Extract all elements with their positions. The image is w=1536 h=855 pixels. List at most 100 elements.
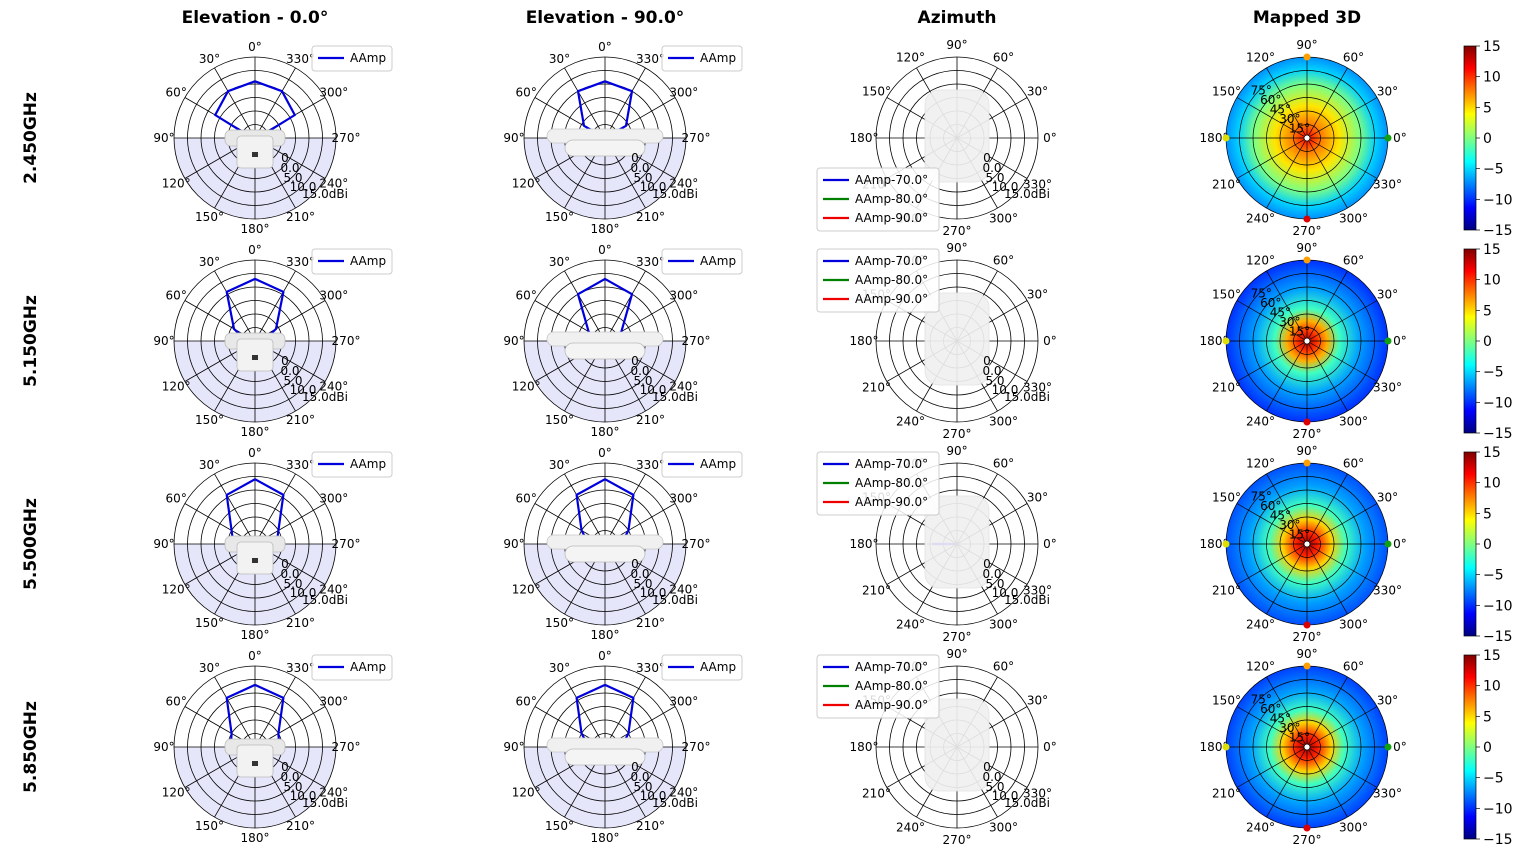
angle-tick-label: 150° [1212,85,1241,99]
angle-tick-label: 180° [1200,334,1229,348]
angle-tick-label: 240° [669,786,698,800]
angle-tick-label: 0° [598,243,612,257]
device-image [924,495,990,589]
device-image [252,355,258,360]
grid-spoke [1236,706,1308,748]
radial-tick-label: 15.0dBi [1004,796,1050,810]
legend-box [661,451,743,478]
marker-dot [1222,540,1230,548]
colorbar-tick-label: 15 [1483,39,1501,55]
legend-label: AAmp [350,51,386,65]
device-image [924,292,990,386]
marker-dot [1384,743,1392,751]
angle-tick-label: 60° [166,492,187,506]
angle-tick-label: 90° [153,740,174,754]
angle-tick-label: 120° [1246,51,1275,65]
grid-spoke [1306,97,1378,139]
elevation-ring-label: 45° [1270,711,1291,725]
angle-tick-label: 300° [1339,415,1368,429]
grid-spoke [1266,473,1308,545]
radial-tick-label: 15.0dBi [1004,593,1050,607]
grid-spoke [1306,746,1378,788]
column-title: Elevation - 90.0° [526,8,685,28]
angle-tick-label: 330° [1373,381,1402,395]
angle-tick-label: 30° [1377,694,1398,708]
legend-box [661,248,743,275]
elevation-ring-label: 75° [1251,692,1272,706]
angle-tick-label: 150° [1212,694,1241,708]
grid-spoke [1236,137,1308,179]
radial-tick-label: 0 [983,557,991,571]
angle-tick-label: 60° [993,660,1014,674]
angle-tick-label: 270° [1293,833,1322,847]
radial-tick-label: 15.0dBi [652,796,698,810]
angle-tick-label: 90° [153,334,174,348]
angle-tick-label: 240° [319,380,348,394]
grid-spoke [1306,270,1348,342]
grid-spoke [1306,340,1348,412]
angle-tick-label: 0° [1043,131,1057,145]
colorbar: 15 10 5 0 −5 −10 −15 [1463,648,1513,848]
angle-tick-label: 30° [1027,85,1048,99]
angle-tick-label: 180° [1200,537,1229,551]
grid-spoke [254,473,296,545]
legend-box [816,167,940,232]
angle-tick-label: 120° [512,177,541,191]
radial-tick-label: 0.0 [982,364,1001,378]
center-dot [1303,337,1311,345]
radial-tick-label: 10.0 [290,586,317,600]
angle-tick-label: 300° [669,695,698,709]
grid-spoke [1306,340,1378,382]
elevation-ring-label: 15° [1289,325,1310,339]
elevation-ring-label: 60° [1260,93,1281,107]
colorbar-tick-label: −5 [1483,162,1504,178]
elevation-ring-label: 75° [1251,286,1272,300]
angle-tick-label: 210° [862,787,891,801]
legend-label: AAmp [700,660,736,674]
grid-spoke [1306,137,1348,209]
radial-tick-label: 5.0 [985,577,1004,591]
angle-tick-label: 0° [248,243,262,257]
colorbar-tick-label: 0 [1483,537,1492,553]
angle-tick-label: 0° [248,40,262,54]
grid-spoke [1306,503,1378,545]
marker-dot [1303,824,1311,832]
angle-tick-label: 60° [993,457,1014,471]
radial-tick-label: 0 [281,760,289,774]
azimuth-panel: 0°30°60°90°120°150°180°210°240°270°300°3… [816,444,1057,644]
colorbar-tick-label: −15 [1483,832,1513,848]
device-image [252,761,258,766]
angle-tick-label: 270° [332,334,361,348]
elevation-0-panel: 0° 30° 60° 90° 120° 150° 180° 210° 240° 270° 300° 3… [153,446,393,642]
angle-tick-label: 270° [682,131,711,145]
angle-tick-label: 180° [591,425,620,439]
angle-tick-label: 270° [332,537,361,551]
radial-tick-label: 0 [631,354,639,368]
angle-tick-label: 90° [1296,241,1317,255]
radial-tick-label: 5.0 [283,577,302,591]
grid-spoke [604,270,646,342]
legend-label: AAmp-90.0° [855,292,928,306]
grid-spoke [1266,676,1308,748]
angle-tick-label: 90° [946,241,967,255]
elevation-ring-label: 75° [1251,83,1272,97]
angle-tick-label: 60° [993,254,1014,268]
colorbar-tick-label: 5 [1483,709,1492,725]
angle-tick-label: 150° [545,819,574,833]
angle-tick-label: 330° [286,52,315,66]
legend-label: AAmp-70.0° [855,254,928,268]
elevation-ring-label: 15° [1289,528,1310,542]
legend-label: AAmp-70.0° [855,660,928,674]
marker-dot [1384,540,1392,548]
legend-box [816,248,940,313]
device-image [564,545,646,563]
marker-dot [1303,256,1311,264]
legend-label: AAmp-80.0° [855,476,928,490]
azimuth-panel: 0°30°60°90°120°150°180°210°240°270°300°3… [816,647,1057,847]
angle-tick-label: 240° [319,583,348,597]
radial-tick-label: 10.0 [290,180,317,194]
angle-tick-label: 90° [1296,647,1317,661]
angle-tick-label: 120° [1246,660,1275,674]
angle-tick-label: 270° [1293,224,1322,238]
radial-tick-label: 5.0 [985,780,1004,794]
